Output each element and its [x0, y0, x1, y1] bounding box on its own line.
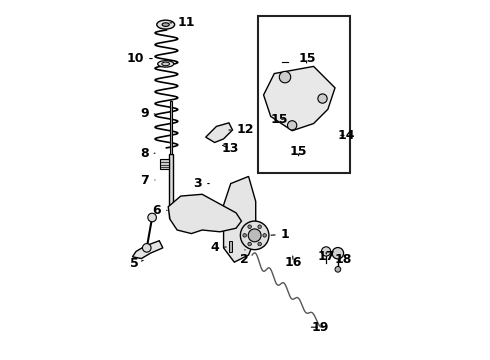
Text: 4: 4: [210, 241, 226, 255]
Polygon shape: [206, 123, 232, 143]
Circle shape: [321, 247, 331, 256]
Circle shape: [258, 242, 262, 246]
Circle shape: [248, 242, 251, 246]
Circle shape: [335, 266, 341, 272]
Bar: [229, 242, 232, 252]
Circle shape: [279, 71, 291, 83]
Text: 15: 15: [270, 113, 288, 126]
Circle shape: [258, 225, 262, 229]
Ellipse shape: [157, 20, 174, 29]
Ellipse shape: [162, 62, 170, 66]
Text: 18: 18: [335, 253, 352, 266]
Circle shape: [148, 213, 156, 222]
Text: 13: 13: [221, 142, 239, 155]
Circle shape: [263, 234, 267, 237]
Bar: [170, 102, 172, 154]
Text: 8: 8: [140, 147, 155, 160]
Text: 15: 15: [290, 145, 307, 158]
Text: 17: 17: [318, 250, 335, 263]
Text: 1: 1: [271, 228, 290, 241]
Polygon shape: [264, 66, 335, 131]
Text: 19: 19: [311, 321, 329, 334]
Text: 11: 11: [170, 16, 195, 29]
Circle shape: [143, 244, 151, 252]
Ellipse shape: [162, 23, 169, 26]
Text: 14: 14: [338, 129, 356, 142]
Circle shape: [241, 221, 269, 249]
Circle shape: [332, 248, 343, 259]
Bar: [258, 16, 350, 173]
Ellipse shape: [158, 61, 174, 67]
Circle shape: [243, 234, 246, 237]
Text: 5: 5: [130, 257, 143, 270]
Text: 7: 7: [141, 174, 155, 186]
Text: 3: 3: [194, 177, 209, 190]
Text: 12: 12: [229, 123, 254, 136]
Text: 15: 15: [299, 52, 316, 65]
Polygon shape: [223, 176, 256, 262]
Text: 16: 16: [285, 256, 302, 269]
Bar: [160, 158, 169, 169]
Text: 2: 2: [240, 249, 248, 266]
Polygon shape: [132, 241, 163, 258]
Text: 9: 9: [140, 107, 155, 120]
Circle shape: [248, 229, 261, 242]
Circle shape: [248, 225, 251, 229]
Circle shape: [288, 121, 297, 130]
Polygon shape: [168, 194, 242, 234]
Bar: [169, 154, 173, 217]
Text: 10: 10: [126, 52, 152, 65]
Text: 6: 6: [152, 204, 167, 217]
Circle shape: [318, 94, 327, 103]
